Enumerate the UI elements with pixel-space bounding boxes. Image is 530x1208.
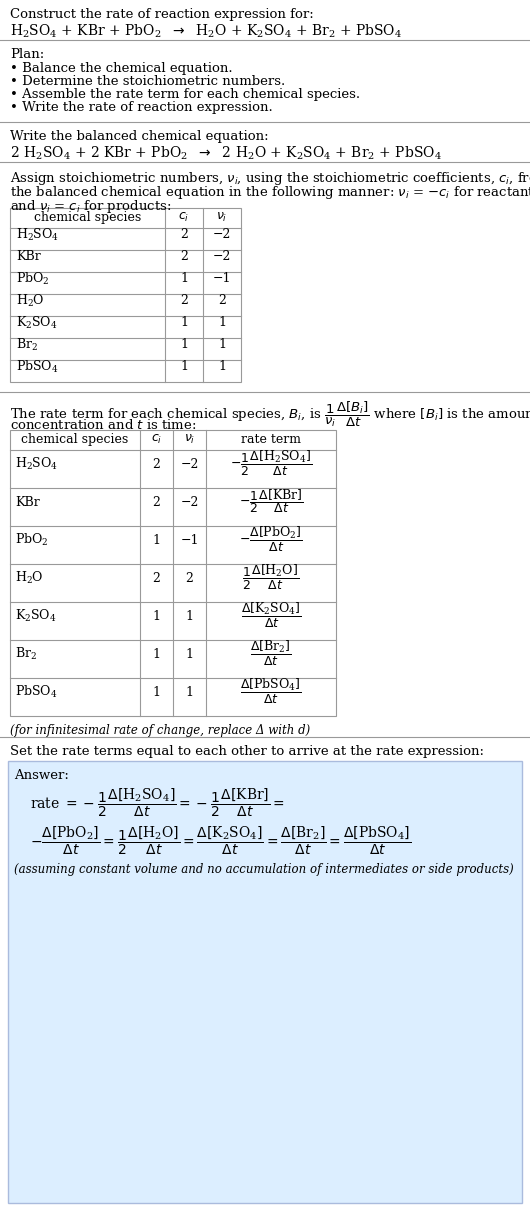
Text: • Balance the chemical equation.: • Balance the chemical equation.	[10, 62, 233, 75]
Text: $\dfrac{\Delta[\mathregular{K_2SO_4}]}{\Delta t}$: $\dfrac{\Delta[\mathregular{K_2SO_4}]}{\…	[241, 600, 301, 629]
Text: $\it{c_i}$: $\it{c_i}$	[179, 211, 190, 225]
Text: and $\it{\nu_i}$ = $\it{c_i}$ for products:: and $\it{\nu_i}$ = $\it{c_i}$ for produc…	[10, 198, 171, 215]
Text: $\mathregular{Br_2}$: $\mathregular{Br_2}$	[15, 646, 37, 662]
Text: $\mathregular{K_2SO_4}$: $\mathregular{K_2SO_4}$	[16, 315, 58, 331]
Text: 2: 2	[153, 458, 161, 470]
Text: concentration and $\mathit{t}$ is time:: concentration and $\mathit{t}$ is time:	[10, 418, 197, 432]
Text: $\dfrac{\Delta[\mathregular{Br_2}]}{\Delta t}$: $\dfrac{\Delta[\mathregular{Br_2}]}{\Del…	[250, 639, 292, 668]
Text: 2: 2	[218, 295, 226, 308]
Text: (assuming constant volume and no accumulation of intermediates or side products): (assuming constant volume and no accumul…	[14, 863, 514, 876]
Text: KBr: KBr	[15, 495, 40, 509]
Text: −1: −1	[180, 534, 199, 546]
Text: KBr: KBr	[16, 250, 41, 263]
Text: • Write the rate of reaction expression.: • Write the rate of reaction expression.	[10, 101, 273, 114]
Text: −2: −2	[180, 495, 199, 509]
Bar	[10, 430, 336, 716]
Text: Set the rate terms equal to each other to arrive at the rate expression:: Set the rate terms equal to each other t…	[10, 745, 484, 757]
Text: 2: 2	[153, 495, 161, 509]
Text: 2: 2	[180, 250, 188, 263]
Bar	[10, 208, 241, 382]
Text: $\mathregular{PbO_2}$: $\mathregular{PbO_2}$	[15, 532, 49, 548]
Text: $\it{c_i}$: $\it{c_i}$	[151, 432, 162, 446]
Text: $\mathregular{H_2O}$: $\mathregular{H_2O}$	[16, 294, 45, 309]
Text: 2: 2	[153, 571, 161, 585]
Text: 2: 2	[180, 295, 188, 308]
Text: $\dfrac{\Delta[\mathregular{PbSO_4}]}{\Delta t}$: $\dfrac{\Delta[\mathregular{PbSO_4}]}{\D…	[240, 676, 302, 705]
Text: $-\dfrac{1}{2}\dfrac{\Delta[\mathregular{H_2SO_4}]}{\Delta t}$: $-\dfrac{1}{2}\dfrac{\Delta[\mathregular…	[230, 448, 312, 477]
Text: 1: 1	[186, 647, 193, 661]
Text: $\it{\nu_i}$: $\it{\nu_i}$	[184, 432, 195, 446]
Text: 2: 2	[186, 571, 193, 585]
Text: 1: 1	[180, 338, 188, 352]
Text: $\mathregular{PbO_2}$: $\mathregular{PbO_2}$	[16, 271, 49, 288]
Text: $\mathregular{K_2SO_4}$: $\mathregular{K_2SO_4}$	[15, 608, 57, 625]
Text: −2: −2	[213, 250, 231, 263]
Text: $\mathregular{H_2O}$: $\mathregular{H_2O}$	[15, 570, 43, 586]
Text: $-\dfrac{\Delta[\mathregular{PbO_2}]}{\Delta t}= \dfrac{1}{2}\dfrac{\Delta[\math: $-\dfrac{\Delta[\mathregular{PbO_2}]}{\D…	[30, 825, 411, 858]
Text: rate term: rate term	[241, 432, 301, 446]
Text: 1: 1	[153, 685, 161, 698]
Text: The rate term for each chemical species, $\mathit{B_i}$, is $\dfrac{1}{\nu_i}\df: The rate term for each chemical species,…	[10, 400, 530, 429]
Text: $\mathregular{H_2SO_4}$: $\mathregular{H_2SO_4}$	[15, 455, 58, 472]
Bar	[8, 761, 522, 1203]
Text: $\mathregular{H_2SO_4}$ + KBr + $\mathregular{PbO_2}$  $\rightarrow$  $\mathregu: $\mathregular{H_2SO_4}$ + KBr + $\mathre…	[10, 23, 402, 40]
Text: 1: 1	[180, 273, 188, 285]
Text: $\mathregular{PbSO_4}$: $\mathregular{PbSO_4}$	[16, 359, 59, 374]
Text: 2: 2	[180, 228, 188, 242]
Text: $-\dfrac{1}{2}\dfrac{\Delta[\mathregular{KBr}]}{\Delta t}$: $-\dfrac{1}{2}\dfrac{\Delta[\mathregular…	[238, 487, 303, 515]
Text: 1: 1	[153, 647, 161, 661]
Text: • Assemble the rate term for each chemical species.: • Assemble the rate term for each chemic…	[10, 88, 360, 101]
Text: $\mathregular{H_2SO_4}$: $\mathregular{H_2SO_4}$	[16, 227, 59, 243]
Text: 1: 1	[218, 338, 226, 352]
Text: 1: 1	[186, 685, 193, 698]
Text: Write the balanced chemical equation:: Write the balanced chemical equation:	[10, 130, 269, 143]
Text: $\it{\nu_i}$: $\it{\nu_i}$	[216, 211, 228, 225]
Text: Construct the rate of reaction expression for:: Construct the rate of reaction expressio…	[10, 8, 314, 21]
Text: $\dfrac{1}{2}\dfrac{\Delta[\mathregular{H_2O}]}{\Delta t}$: $\dfrac{1}{2}\dfrac{\Delta[\mathregular{…	[243, 563, 299, 592]
Text: Answer:: Answer:	[14, 769, 69, 782]
Text: 1: 1	[180, 360, 188, 373]
Text: −2: −2	[180, 458, 199, 470]
Text: 1: 1	[153, 534, 161, 546]
Text: 1: 1	[218, 316, 226, 330]
Text: Assign stoichiometric numbers, $\it{\nu_i}$, using the stoichiometric coefficien: Assign stoichiometric numbers, $\it{\nu_…	[10, 170, 530, 187]
Text: 1: 1	[218, 360, 226, 373]
Text: −2: −2	[213, 228, 231, 242]
Text: (for infinitesimal rate of change, replace Δ with d): (for infinitesimal rate of change, repla…	[10, 724, 310, 737]
Text: • Determine the stoichiometric numbers.: • Determine the stoichiometric numbers.	[10, 75, 285, 88]
Text: the balanced chemical equation in the following manner: $\it{\nu_i}$ = $-$$\it{c: the balanced chemical equation in the fo…	[10, 184, 530, 201]
Text: $-\dfrac{\Delta[\mathregular{PbO_2}]}{\Delta t}$: $-\dfrac{\Delta[\mathregular{PbO_2}]}{\D…	[239, 524, 303, 553]
Text: chemical species: chemical species	[34, 211, 141, 223]
Text: 2 $\mathregular{H_2SO_4}$ + 2 KBr + $\mathregular{PbO_2}$  $\rightarrow$  2 $\ma: 2 $\mathregular{H_2SO_4}$ + 2 KBr + $\ma…	[10, 145, 442, 162]
Text: $\mathregular{PbSO_4}$: $\mathregular{PbSO_4}$	[15, 684, 58, 701]
Text: 1: 1	[153, 610, 161, 622]
Text: rate $= -\dfrac{1}{2}\dfrac{\Delta[\mathregular{H_2SO_4}]}{\Delta t}= -\dfrac{1}: rate $= -\dfrac{1}{2}\dfrac{\Delta[\math…	[30, 786, 285, 819]
Text: 1: 1	[180, 316, 188, 330]
Text: 1: 1	[186, 610, 193, 622]
Text: Plan:: Plan:	[10, 48, 44, 60]
Text: chemical species: chemical species	[21, 432, 129, 446]
Text: $\mathregular{Br_2}$: $\mathregular{Br_2}$	[16, 337, 38, 353]
Text: −1: −1	[213, 273, 231, 285]
